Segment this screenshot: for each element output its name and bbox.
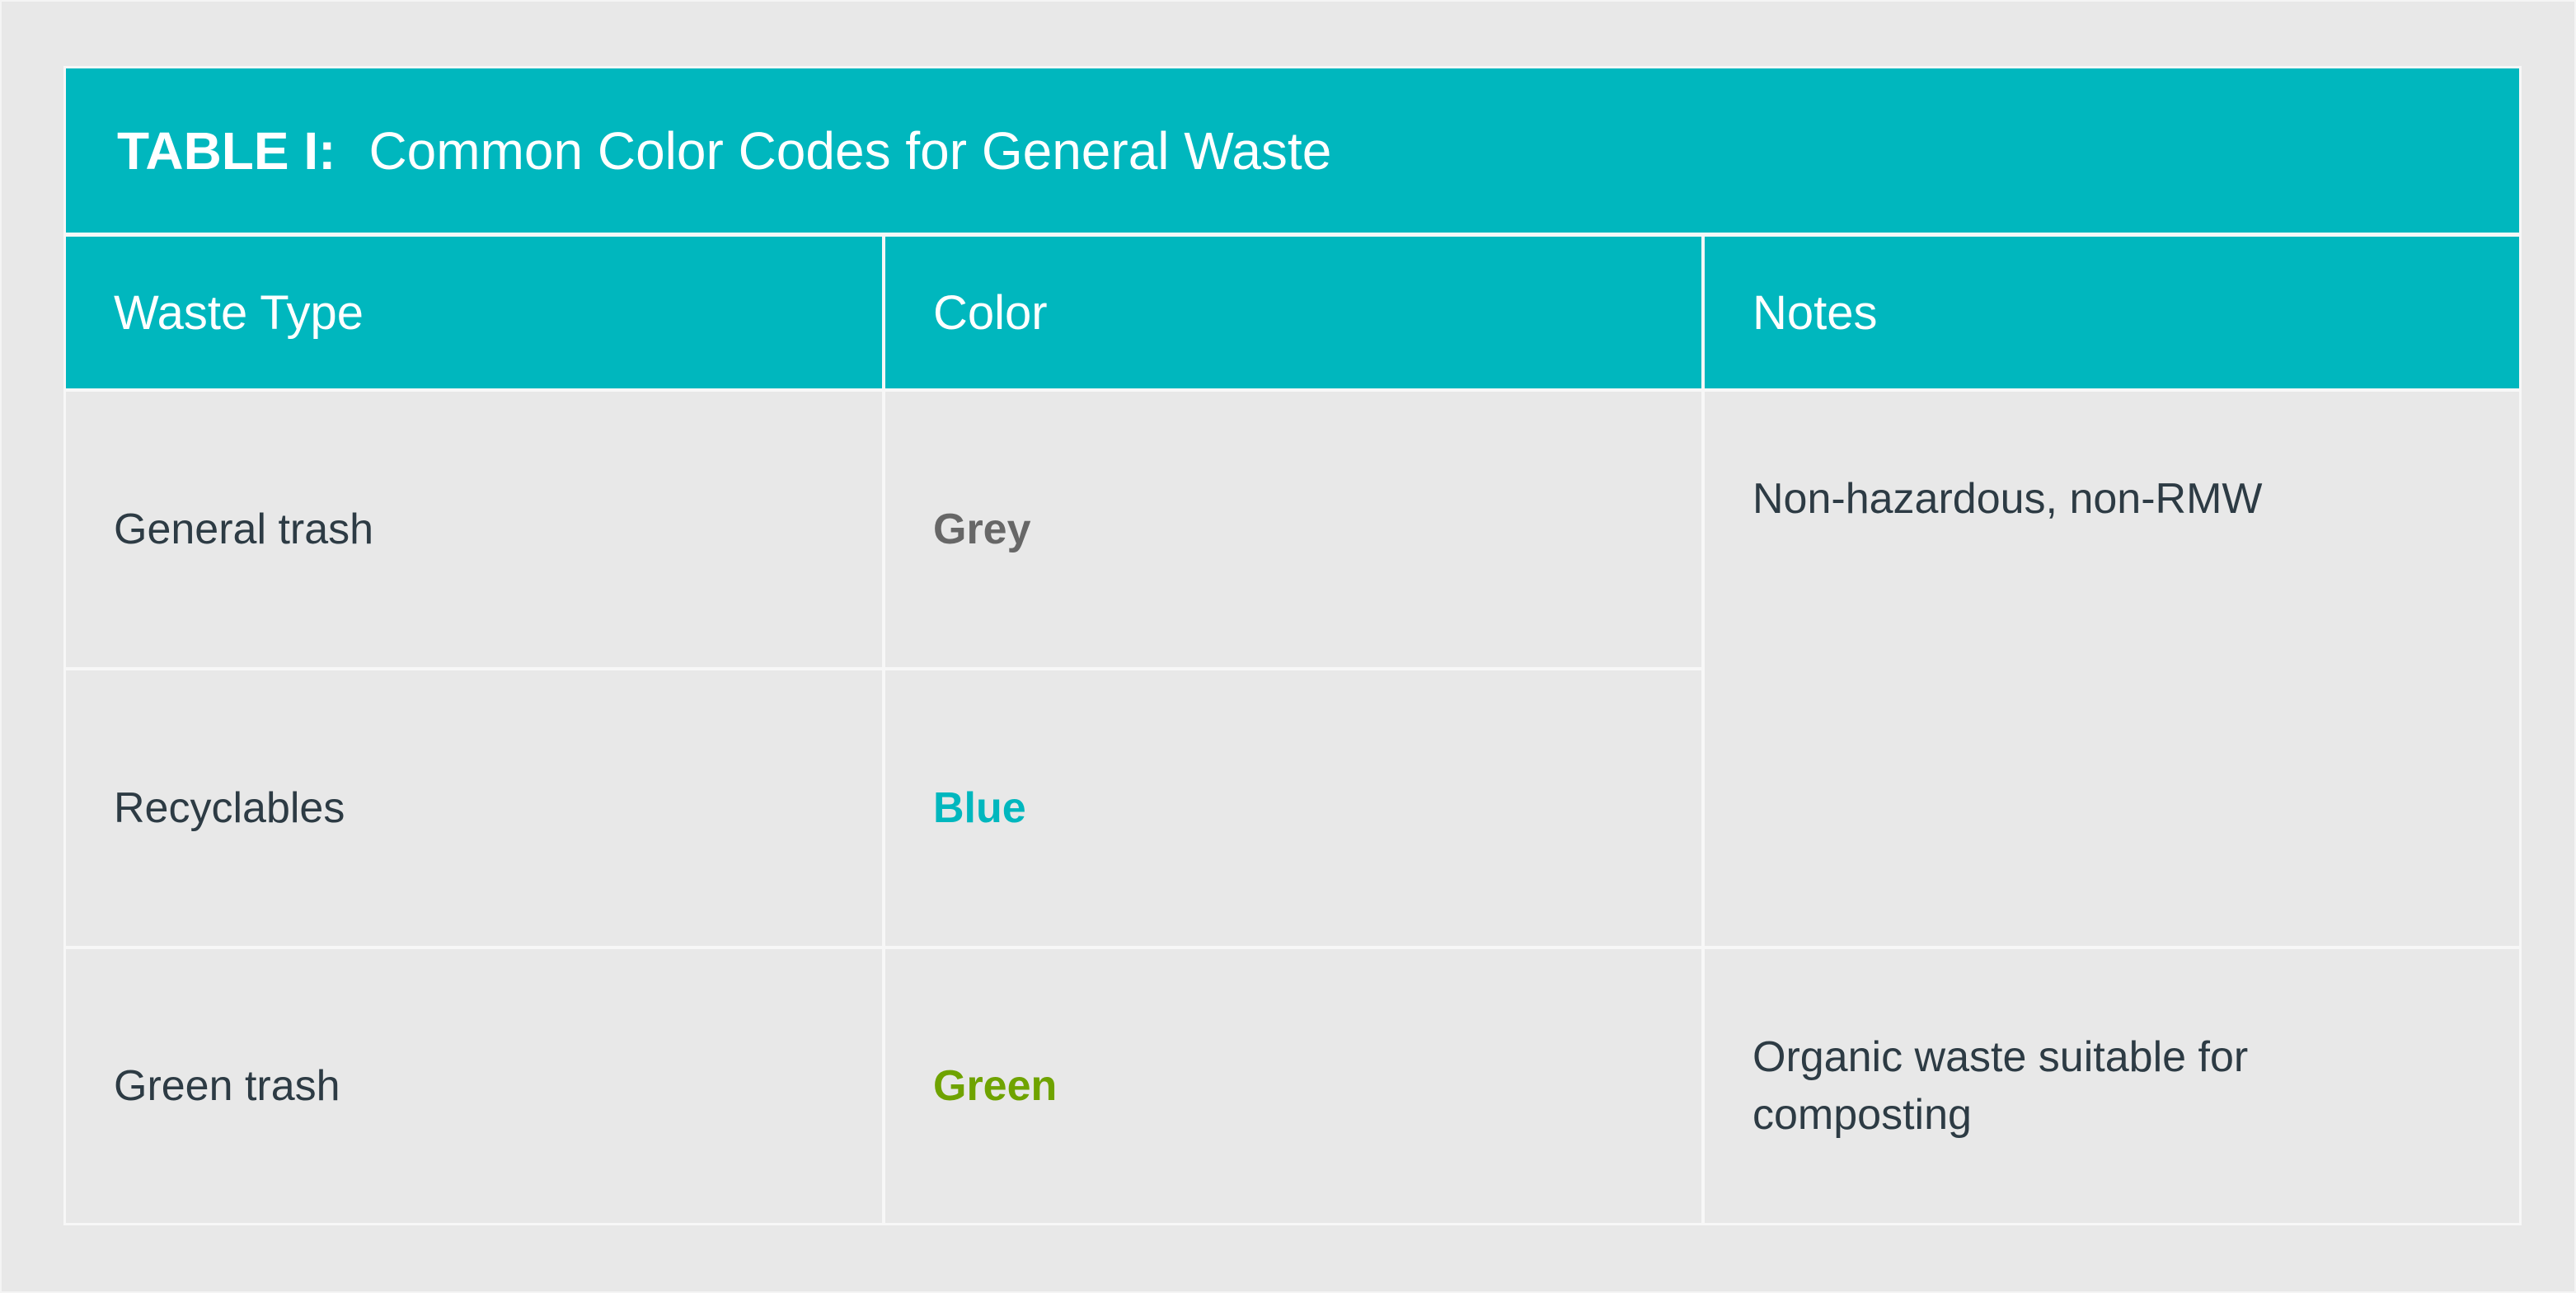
waste-type-cell: Recyclables bbox=[66, 670, 885, 949]
header-waste-type: Waste Type bbox=[66, 237, 885, 392]
waste-type-cell: Green trash bbox=[66, 949, 885, 1223]
table-title-text: Common Color Codes for General Waste bbox=[368, 120, 1332, 181]
color-cell-blue: Blue bbox=[885, 670, 1705, 949]
notes-cell: Non-hazardous, non-RMW bbox=[1705, 392, 2519, 949]
color-cell-green: Green bbox=[885, 949, 1705, 1223]
color-cell-grey: Grey bbox=[885, 392, 1705, 670]
waste-type-cell: General trash bbox=[66, 392, 885, 670]
waste-color-table: TABLE I: Common Color Codes for General … bbox=[63, 66, 2522, 1225]
table-label: TABLE I: bbox=[117, 120, 336, 181]
header-color: Color bbox=[885, 237, 1705, 392]
header-notes: Notes bbox=[1705, 237, 2519, 392]
table-title: TABLE I: Common Color Codes for General … bbox=[66, 68, 2519, 237]
notes-cell: Organic waste suitable for composting bbox=[1753, 1033, 2249, 1139]
